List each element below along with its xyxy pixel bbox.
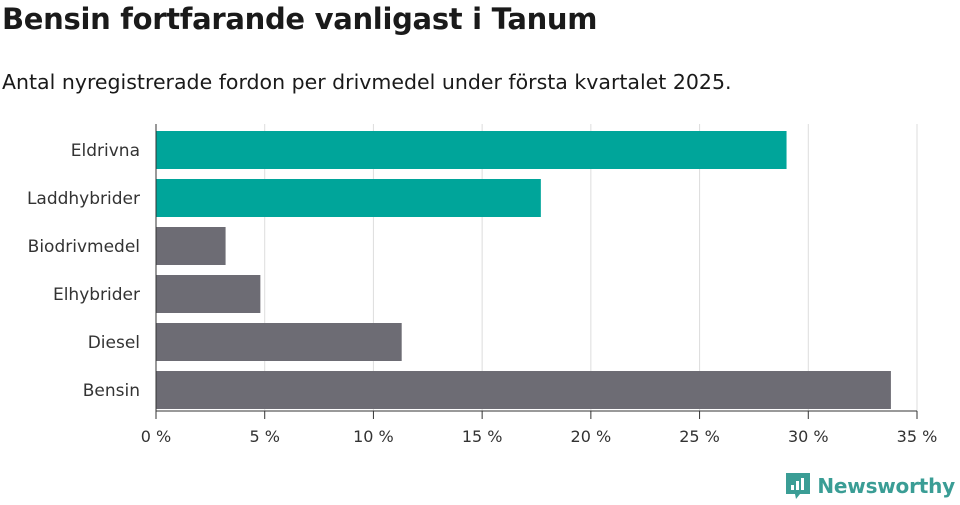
category-label: Diesel [88, 333, 140, 353]
tick-label: 10 % [353, 427, 394, 446]
bar [156, 179, 541, 217]
newsworthy-logo-icon [786, 473, 811, 499]
tick-label: 30 % [788, 427, 829, 446]
brand-logo: Newsworthy [785, 472, 955, 500]
category-label: Elhybrider [53, 285, 140, 305]
bar [156, 131, 787, 169]
brand-name: Newsworthy [817, 474, 955, 498]
tick-label: 5 % [249, 427, 279, 446]
bar [156, 227, 226, 265]
category-label: Bensin [83, 381, 140, 401]
bar [156, 275, 261, 313]
category-label: Eldrivna [71, 141, 140, 161]
tick-label: 15 % [462, 427, 503, 446]
tick-label: 35 % [897, 427, 938, 446]
tick-label: 20 % [571, 427, 612, 446]
bar [156, 371, 891, 409]
category-label: Biodrivmedel [28, 237, 140, 257]
tick-label: 25 % [679, 427, 720, 446]
chart-subtitle: Antal nyregistrerade fordon per drivmede… [2, 70, 732, 94]
category-label: Laddhybrider [27, 189, 140, 209]
chart-title: Bensin fortfarande vanligast i Tanum [2, 2, 598, 36]
tick-label: 0 % [141, 427, 171, 446]
bar [156, 323, 402, 361]
